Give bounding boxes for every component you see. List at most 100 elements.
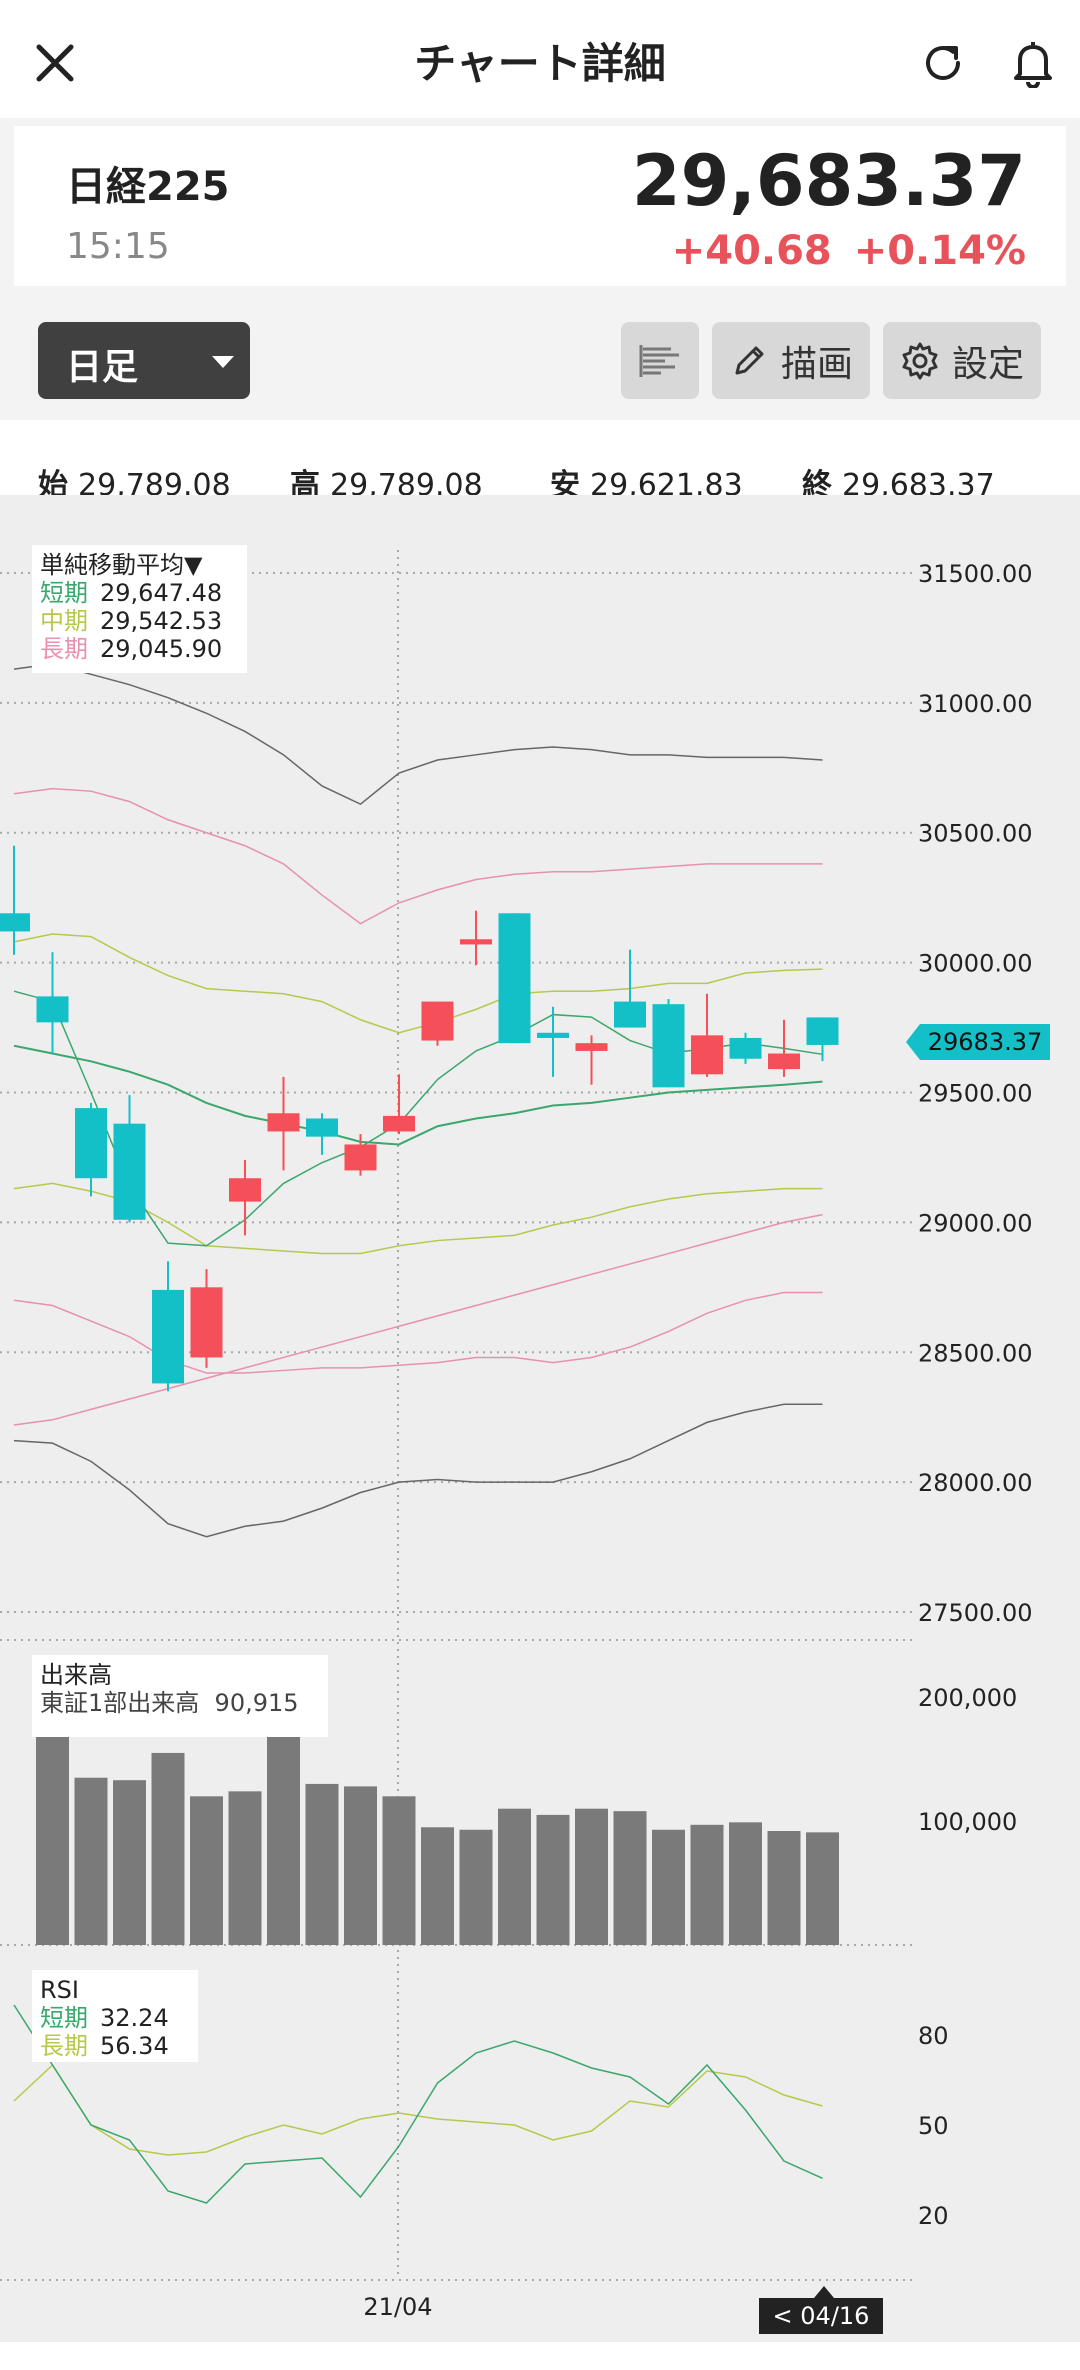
short-ma-line [13,990,823,1247]
rsi-long-line [13,2063,823,2156]
bollinger-upper-2-line [13,787,823,925]
candle-body [383,1115,415,1132]
sma-long-row: 長期 29,045.90 [40,635,239,663]
sma-mid-value: 29,542.53 [100,607,223,635]
rsi-long-row: 長期 56.34 [40,2032,190,2060]
candle-body [768,1053,800,1070]
rsi-long-value: 56.34 [100,2032,169,2060]
volume-bar [228,1791,262,1945]
volume-bar [498,1808,531,1945]
candle-body [729,1037,762,1059]
current-price: 29,683.37 [631,140,1026,222]
bar-list-icon [639,344,679,377]
ohlc-summary: 始 29,789.08 高 29,789.08 安 29,621.83 終 29,683… [0,420,1080,503]
candle-body [652,1004,685,1088]
settings-button[interactable]: 設定 [883,322,1041,399]
sma-short-row: 短期 29,647.48 [40,579,239,607]
volume-tick-label: 200,000 [918,1684,1017,1712]
quote-card: 日経225 15:15 29,683.37 +40.68 +0.14% [14,126,1066,286]
bollinger-upper-3-line [13,663,823,806]
indicator-list-button[interactable] [621,322,699,399]
volume-bar [151,1752,185,1945]
candle-body [806,1017,839,1045]
rsi-tick-label: 20 [918,2202,949,2230]
volume-label: 東証1部出来高 [40,1689,200,1717]
period-dropdown[interactable]: 日足 [38,322,250,399]
volume-bar [613,1811,647,1945]
quote-time: 15:15 [66,226,170,267]
chart-canvas[interactable]: 31500.00 31000.00 30500.00 30000.00 29500.00… [0,495,1080,2342]
price-tick-label: 29000.00 [918,1209,1033,1237]
candle-body [460,939,492,945]
chart-toolbar: 日足 描画 設定 [0,300,1080,420]
sma-mid-label: 中期 [40,607,88,635]
volume-bar [190,1796,223,1945]
volume-legend: 出来高 東証1部出来高 90,915 [32,1655,328,1737]
candle-body [537,1032,569,1038]
sma-legend[interactable]: 単純移動平均▼ 短期 29,647.48 中期 29,542.53 長期 29,045… [32,545,247,673]
volume-bar [267,1724,300,1945]
change-percent: +0.14% [853,228,1026,274]
price-tick-label: 27500.00 [918,1599,1033,1627]
volume-bar [729,1822,762,1945]
price-tick-label: 30500.00 [918,820,1033,848]
volume-bar [575,1808,608,1945]
volume-bar [806,1832,839,1945]
volume-legend-row: 東証1部出来高 90,915 [40,1689,320,1717]
chart-area[interactable]: 31500.00 31000.00 30500.00 30000.00 29500.00… [0,495,1080,2342]
sma-short-value: 29,647.48 [100,579,223,607]
volume-bar [74,1777,108,1945]
candle-body [190,1287,223,1358]
refresh-icon[interactable] [908,28,978,98]
volume-bar [536,1814,570,1945]
volume-legend-title: 出来高 [40,1661,112,1689]
price-change: +40.68 +0.14% [672,228,1026,274]
price-tick-label: 28000.00 [918,1469,1033,1497]
date-navigator[interactable]: < 04/16 > [759,2286,883,2366]
sma-long-label: 長期 [40,635,88,663]
candle-body [75,1108,107,1179]
volume-value: 90,915 [214,1689,299,1717]
rsi-tick-label: 50 [918,2112,949,2140]
candle-body [498,913,531,1044]
candle-body [152,1289,184,1384]
price-tick-label: 30000.00 [918,950,1033,978]
draw-label: 描画 [780,343,853,385]
rsi-short-line [13,2004,823,2204]
rsi-long-label: 長期 [40,2032,88,2060]
volume-bar [652,1829,685,1945]
date-axis-label: 21/04 [363,2293,432,2321]
bollinger-lower-3-line [13,1403,823,1538]
instrument-name: 日経225 [66,164,230,210]
price-tick-label: 28500.00 [918,1339,1033,1367]
volume-tick-label: 100,000 [918,1808,1017,1836]
mid-ma-line [13,933,823,1034]
price-tick-label: 31000.00 [918,690,1033,718]
bell-icon[interactable] [998,28,1068,98]
candle-body [267,1113,300,1132]
volume-bar [344,1786,377,1945]
sma-legend-title: 単純移動平均▼ [40,551,203,579]
rsi-tick-label: 80 [918,2022,949,2050]
long-trend-line [13,1213,823,1426]
long-ma-line [13,1044,823,1146]
candle-body [575,1043,608,1051]
pencil-icon [735,346,764,374]
candle-body [113,1123,146,1220]
rsi-legend: RSI 短期 32.24 長期 56.34 [32,1970,198,2062]
sma-long-value: 29,045.90 [100,635,223,663]
candle-body [229,1178,261,1202]
candle-body [36,996,69,1023]
close-icon[interactable] [20,28,90,98]
last-price-badge: 29683.37 [906,1024,1050,1060]
candle-body [614,1001,646,1028]
volume-bar [421,1827,454,1945]
sma-short-label: 短期 [40,579,88,607]
draw-button[interactable]: 描画 [712,322,870,399]
bollinger-mid-line [13,1182,823,1255]
candle-body [691,1035,723,1075]
gear-icon [902,342,938,379]
price-tick-label: 29500.00 [918,1080,1033,1108]
top-bar: チャート詳細 [0,0,1080,125]
price-tick-label: 31500.00 [918,560,1033,588]
